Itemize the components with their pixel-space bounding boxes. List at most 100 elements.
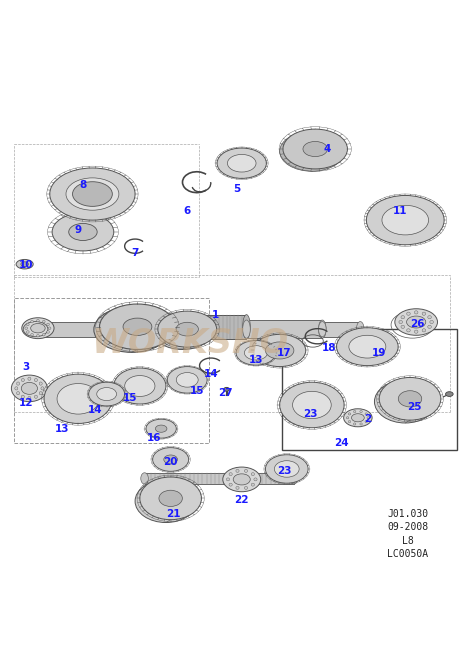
- Ellipse shape: [141, 473, 148, 484]
- Ellipse shape: [123, 318, 152, 335]
- Ellipse shape: [233, 474, 250, 485]
- Ellipse shape: [94, 307, 170, 352]
- Ellipse shape: [25, 327, 27, 330]
- Ellipse shape: [354, 423, 356, 425]
- Ellipse shape: [224, 387, 229, 391]
- Bar: [322, 322, 360, 337]
- Ellipse shape: [349, 335, 386, 358]
- Ellipse shape: [414, 330, 418, 333]
- Ellipse shape: [39, 392, 42, 394]
- Ellipse shape: [360, 423, 362, 425]
- Bar: [282, 329, 457, 450]
- Ellipse shape: [339, 334, 389, 365]
- Text: L8: L8: [402, 536, 413, 546]
- Ellipse shape: [399, 320, 402, 324]
- Ellipse shape: [292, 391, 331, 418]
- Ellipse shape: [100, 315, 108, 339]
- Ellipse shape: [71, 225, 95, 239]
- Ellipse shape: [229, 473, 232, 475]
- Ellipse shape: [428, 326, 431, 328]
- Ellipse shape: [11, 375, 47, 402]
- Ellipse shape: [167, 367, 207, 393]
- Text: 22: 22: [235, 495, 249, 505]
- Ellipse shape: [344, 409, 372, 427]
- Text: 6: 6: [183, 206, 191, 215]
- Ellipse shape: [36, 334, 39, 337]
- Ellipse shape: [243, 315, 250, 339]
- Text: 09-2008: 09-2008: [387, 522, 428, 532]
- Ellipse shape: [176, 373, 198, 387]
- Ellipse shape: [223, 467, 261, 492]
- Ellipse shape: [251, 473, 255, 475]
- Text: 17: 17: [277, 348, 292, 358]
- Ellipse shape: [356, 322, 364, 337]
- Ellipse shape: [283, 129, 347, 169]
- Ellipse shape: [236, 341, 276, 365]
- Ellipse shape: [17, 392, 19, 394]
- Ellipse shape: [21, 379, 24, 382]
- Ellipse shape: [422, 329, 426, 332]
- Text: 10: 10: [19, 260, 33, 270]
- Text: 15: 15: [190, 386, 204, 396]
- Ellipse shape: [354, 410, 356, 412]
- Text: 14: 14: [88, 404, 102, 415]
- Text: 27: 27: [218, 388, 232, 398]
- Ellipse shape: [274, 461, 299, 477]
- Ellipse shape: [395, 309, 438, 335]
- Ellipse shape: [243, 320, 250, 338]
- Ellipse shape: [46, 323, 49, 326]
- Ellipse shape: [346, 416, 349, 419]
- Text: 12: 12: [19, 398, 33, 408]
- Ellipse shape: [227, 478, 229, 481]
- Ellipse shape: [21, 383, 37, 394]
- Ellipse shape: [100, 304, 175, 349]
- Ellipse shape: [430, 320, 433, 324]
- Ellipse shape: [155, 425, 167, 432]
- Ellipse shape: [348, 420, 351, 423]
- Ellipse shape: [50, 168, 135, 220]
- Ellipse shape: [31, 324, 45, 333]
- Ellipse shape: [39, 382, 42, 385]
- Text: WORKSHO: WORKSHO: [91, 327, 288, 360]
- Text: LC0050A: LC0050A: [387, 549, 428, 559]
- Ellipse shape: [146, 419, 176, 438]
- Ellipse shape: [158, 311, 217, 347]
- Ellipse shape: [280, 131, 344, 171]
- Ellipse shape: [348, 413, 351, 415]
- Text: 8: 8: [79, 180, 87, 190]
- Ellipse shape: [217, 148, 266, 178]
- Ellipse shape: [236, 469, 239, 472]
- Ellipse shape: [365, 413, 367, 415]
- Text: 23: 23: [303, 410, 318, 420]
- Ellipse shape: [245, 345, 267, 360]
- Ellipse shape: [401, 326, 405, 328]
- Ellipse shape: [407, 329, 410, 332]
- Ellipse shape: [42, 333, 45, 336]
- Ellipse shape: [21, 395, 24, 398]
- Ellipse shape: [27, 331, 29, 333]
- Text: 14: 14: [204, 369, 218, 379]
- Ellipse shape: [73, 182, 112, 206]
- Ellipse shape: [97, 388, 117, 400]
- Ellipse shape: [100, 322, 108, 337]
- Text: 11: 11: [393, 206, 408, 215]
- Ellipse shape: [66, 178, 119, 210]
- Ellipse shape: [428, 316, 431, 319]
- Ellipse shape: [35, 379, 37, 382]
- Text: 2: 2: [364, 414, 371, 424]
- Ellipse shape: [31, 333, 34, 336]
- Ellipse shape: [382, 206, 428, 235]
- Text: 21: 21: [166, 509, 180, 519]
- Ellipse shape: [374, 381, 436, 423]
- Ellipse shape: [303, 141, 328, 156]
- Ellipse shape: [407, 316, 426, 328]
- Ellipse shape: [265, 342, 294, 359]
- Ellipse shape: [44, 374, 112, 424]
- Text: J01.030: J01.030: [387, 509, 428, 519]
- Ellipse shape: [360, 410, 362, 412]
- Ellipse shape: [35, 395, 37, 398]
- Ellipse shape: [366, 196, 444, 245]
- Ellipse shape: [337, 328, 398, 365]
- Ellipse shape: [140, 477, 201, 520]
- Ellipse shape: [176, 322, 199, 336]
